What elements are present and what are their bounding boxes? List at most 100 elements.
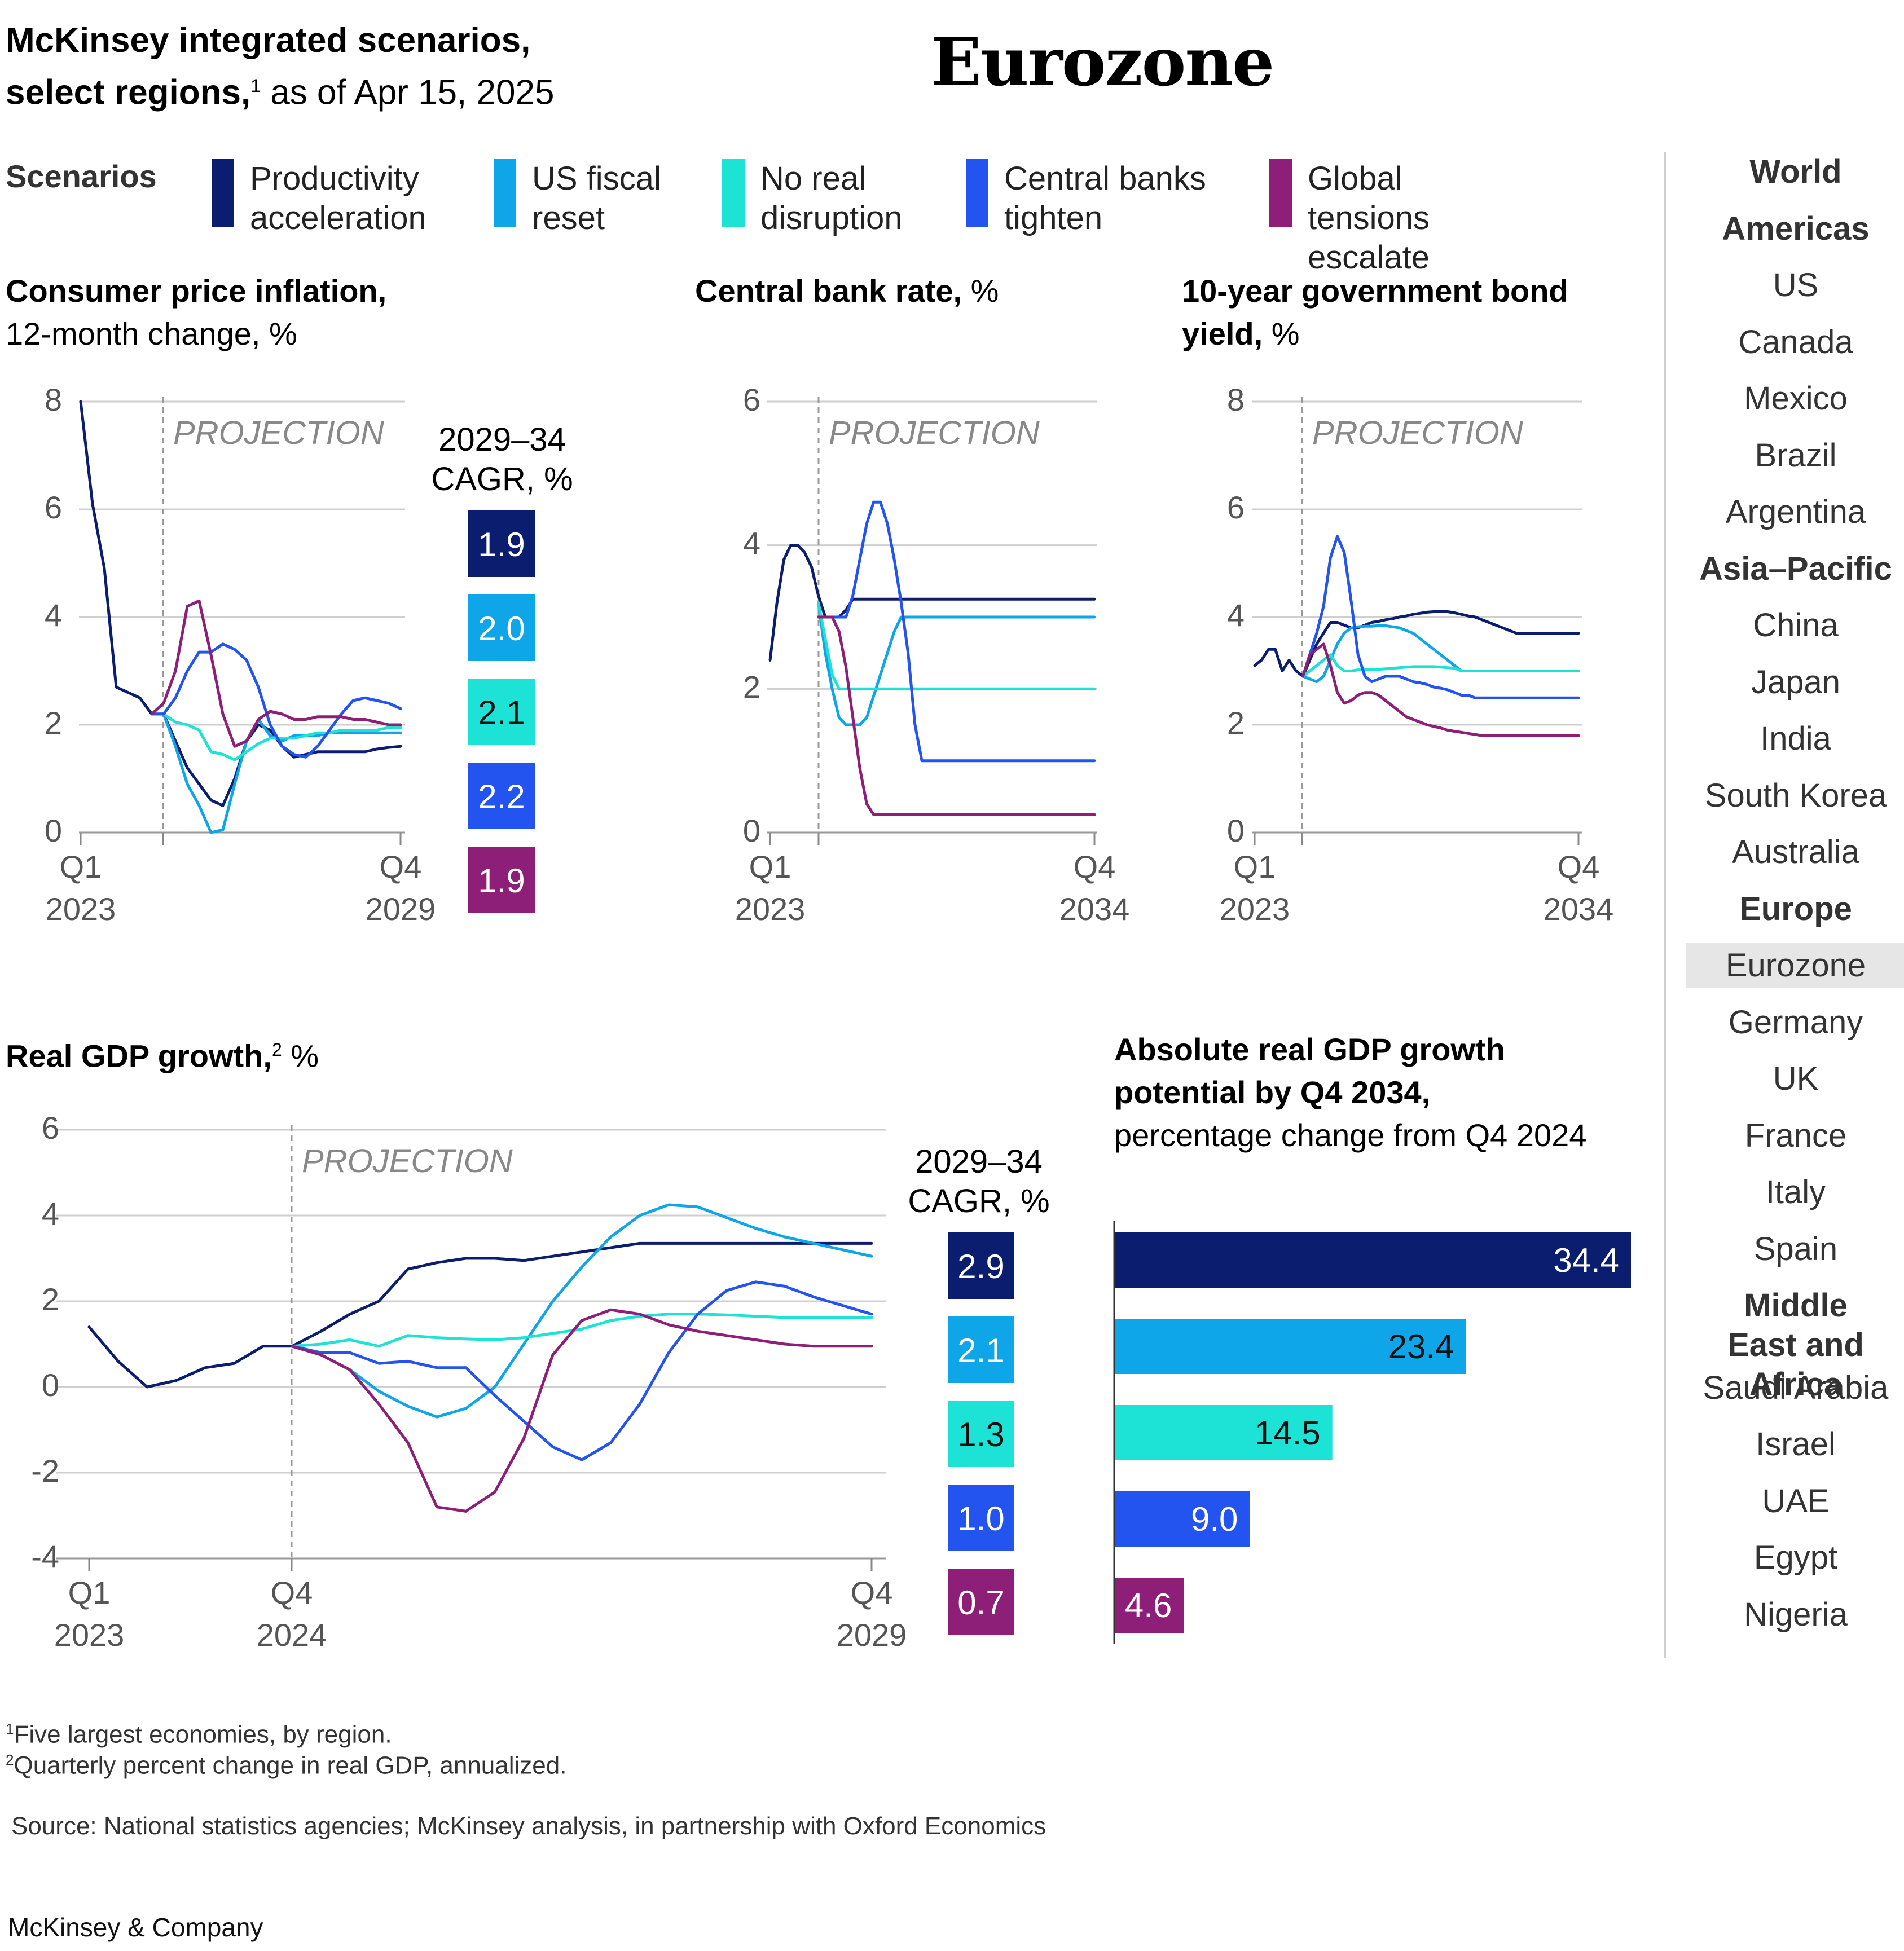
cpi-cagr-value: 1.9 <box>478 526 525 563</box>
gdp-xlabel-end-year: 2029 <box>837 1617 907 1653</box>
cbr-series-1-line <box>768 544 1096 662</box>
legend-item-us-fiscal[interactable]: US fiscal reset <box>494 159 746 238</box>
abs-bar-label: 9.0 <box>1191 1500 1238 1538</box>
nav-item-italy[interactable]: Italy <box>1686 1173 1904 1212</box>
nav-item-canada[interactable]: Canada <box>1686 323 1904 362</box>
nav-item-label: Brazil <box>1755 437 1837 474</box>
gdp-ytick-label: 0 <box>42 1367 59 1403</box>
gdp-cagr-value: 2.9 <box>957 1248 1004 1285</box>
cpi-cagr-box <box>468 763 535 829</box>
nav-item-label: Spain <box>1753 1230 1838 1267</box>
cpi-cagr-label: 2029–34 CAGR, % <box>431 421 573 497</box>
gdp-cagr-box <box>948 1485 1014 1551</box>
bond-ytick-label: 8 <box>1227 382 1245 417</box>
legend-item-central-banks[interactable]: Central banks tighten <box>966 159 1219 238</box>
cbr-chart-title: Central bank rate, % <box>695 273 999 309</box>
nav-item-france[interactable]: France <box>1686 1116 1904 1156</box>
gdp-xlabel-mid: Q4 <box>271 1575 313 1610</box>
bond-xlabel-end: Q4 <box>1558 849 1600 884</box>
nav-item-eurozone[interactable]: Eurozone <box>1686 943 1904 988</box>
cpi-series-4-line <box>150 642 402 759</box>
nav-item-label: Europe <box>1739 890 1852 927</box>
nav-item-south-korea[interactable]: South Korea <box>1686 776 1904 816</box>
cpi-series-2-line <box>150 712 402 834</box>
cbr-series-5-line <box>817 615 1096 816</box>
gdp-ytick-label: -4 <box>31 1539 59 1574</box>
nav-item-asia-pacific[interactable]: Asia–Pacific <box>1686 549 1904 589</box>
region-title: Eurozone <box>931 23 1274 101</box>
nav-item-label: Israel <box>1756 1426 1836 1463</box>
nav-item-egypt[interactable]: Egypt <box>1686 1538 1904 1578</box>
bond-ytick-label: 6 <box>1227 490 1245 525</box>
nav-item-india[interactable]: India <box>1686 719 1904 759</box>
footnote-1: 1Five largest economies, by region. <box>6 1720 392 1749</box>
footnote-2: 2Quarterly percent change in real GDP, a… <box>6 1751 567 1780</box>
nav-item-mexico[interactable]: Mexico <box>1686 379 1904 419</box>
nav-item-saudi-arabia[interactable]: Saudi Arabia <box>1686 1368 1904 1408</box>
gdp-series-2-line <box>291 1203 873 1419</box>
nav-item-australia[interactable]: Australia <box>1686 833 1904 872</box>
nav-item-brazil[interactable]: Brazil <box>1686 436 1904 475</box>
nav-item-japan[interactable]: Japan <box>1686 663 1904 702</box>
brand-logo-text: McKinsey & Company <box>8 1913 263 1942</box>
gdp-ytick-label: -2 <box>31 1453 59 1488</box>
legend-label: Scenarios <box>6 158 157 194</box>
cbr-projection-label: PROJECTION <box>829 415 1040 451</box>
cbr-xlabel-start: Q1 <box>749 849 791 884</box>
nav-item-us[interactable]: US <box>1686 266 1904 305</box>
nav-item-nigeria[interactable]: Nigeria <box>1686 1595 1904 1635</box>
cpi-ytick-label: 0 <box>45 813 62 848</box>
nav-item-label: South Korea <box>1704 777 1887 814</box>
region-nav: World Americas US Canada Mexico Brazil Argenti… <box>1664 152 1904 1658</box>
gdp-series-5-line <box>291 1308 873 1513</box>
nav-item-world[interactable]: World <box>1686 152 1904 192</box>
nav-item-spain[interactable]: Spain <box>1686 1230 1904 1269</box>
abs-bar-label: 14.5 <box>1255 1414 1321 1452</box>
cbr-ytick-label: 0 <box>743 813 760 848</box>
cpi-cagr-box <box>468 847 535 913</box>
nav-item-israel[interactable]: Israel <box>1686 1425 1904 1464</box>
bond-chart-title: 10-year government bond yield, % <box>1182 273 1568 351</box>
legend-item-no-disruption[interactable]: No real disruption <box>722 159 975 238</box>
nav-item-label: India <box>1760 720 1831 757</box>
gdp-ytick-label: 6 <box>42 1110 59 1146</box>
cpi-cagr-box <box>468 510 535 577</box>
abs-bar-label: 23.4 <box>1388 1328 1454 1366</box>
nav-item-label: Eurozone <box>1725 947 1866 984</box>
nav-item-uae[interactable]: UAE <box>1686 1482 1904 1521</box>
nav-item-label: Asia–Pacific <box>1699 550 1892 587</box>
cbr-ytick-label: 4 <box>743 526 760 561</box>
nav-item-label: Argentina <box>1725 494 1866 530</box>
gdp-cagr-label: 2029–34 CAGR, % <box>908 1143 1050 1219</box>
nav-item-argentina[interactable]: Argentina <box>1686 492 1904 532</box>
bond-projection-label: PROJECTION <box>1312 415 1523 451</box>
gdp-cagr-value: 0.7 <box>957 1584 1004 1622</box>
cpi-series-5-line <box>150 599 402 748</box>
gdp-cagr-box <box>948 1316 1014 1383</box>
cbr-series-3-line <box>817 601 1096 690</box>
gdp-cagr-box <box>948 1401 1014 1467</box>
nav-item-germany[interactable]: Germany <box>1686 1003 1904 1042</box>
legend-item-productivity[interactable]: Productivity acceleration <box>212 159 464 238</box>
cbr-xlabel-end: Q4 <box>1074 849 1116 884</box>
nav-item-europe[interactable]: Europe <box>1686 889 1904 929</box>
cpi-ytick-label: 2 <box>45 705 62 741</box>
gdp-cagr-value: 2.1 <box>957 1332 1004 1369</box>
nav-item-middle-east-and-africa[interactable]: Middle East and Africa <box>1686 1286 1904 1404</box>
nav-item-label: Italy <box>1765 1174 1826 1210</box>
nav-item-label: Americas <box>1722 210 1870 247</box>
nav-item-americas[interactable]: Americas <box>1686 209 1904 249</box>
nav-item-label: Egypt <box>1753 1539 1838 1576</box>
cpi-xlabel-end: Q4 <box>380 849 422 884</box>
abs-bar <box>1115 1578 1184 1633</box>
nav-item-uk[interactable]: UK <box>1686 1059 1904 1099</box>
gdp-projection-label: PROJECTION <box>302 1143 513 1179</box>
bond-xlabel-start-year: 2023 <box>1220 891 1290 927</box>
bond-series-5-line <box>1301 642 1580 737</box>
cpi-xlabel-start: Q1 <box>60 849 102 884</box>
nav-item-label: World <box>1749 153 1842 190</box>
abs-chart-title: Absolute real GDP growth potential by Q4… <box>1114 1032 1587 1153</box>
nav-item-china[interactable]: China <box>1686 606 1904 645</box>
legend-item-global-tensions[interactable]: Global tensions escalate <box>1269 159 1522 278</box>
cpi-ytick-label: 8 <box>45 382 62 417</box>
